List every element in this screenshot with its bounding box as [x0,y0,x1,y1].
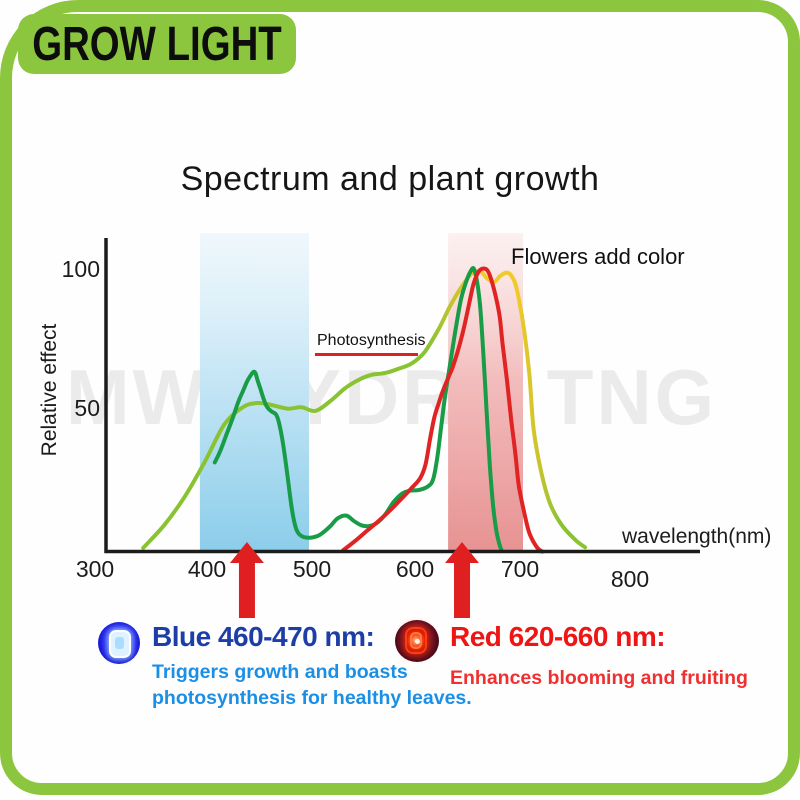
y-axis-label: Relative effect [38,323,61,457]
blue-heading: Blue 460-470 nm: [152,621,375,652]
blue-absorption-curve [212,266,504,553]
photosynthesis-underline [315,353,418,356]
photosynthesis-action-spectrum-curve [141,268,588,550]
blue-description-line1: Triggers growth and boasts [152,661,408,683]
blue-led-chip [109,630,131,658]
red-description: Enhances blooming and fruiting [450,667,748,689]
chart-axes [104,238,700,554]
up-arrow-442nm [229,542,264,618]
blue-description-line2: photosynthesis for healthy leaves. [152,686,472,709]
red-heading: Red 620-660 nm: [450,621,666,652]
watermark: MW HYDRO TNG [66,353,717,441]
flowers-add-color-label: Flowers add color [511,244,685,269]
blue-description: Triggers growth and boasts photosynthesi… [152,660,472,711]
brand-title: GROW LIGHT [32,17,282,71]
x-axis-label: wavelength(nm) [622,525,772,548]
y-tick-50: 50 [74,395,100,421]
x-tick-400: 400 [187,556,227,582]
red-led-icon [395,620,439,662]
red-led-dot [415,639,420,644]
red-led-chip [405,627,427,654]
wavelength-arrows-group [229,542,480,618]
x-tick-800: 800 [610,566,650,592]
photosynthesis-label: Photosynthesis [317,332,426,349]
spectrum-curves-group [141,266,588,554]
brand-badge: GROW LIGHT [18,14,296,74]
x-tick-600: 600 [395,556,435,582]
red-absorption-curve [341,266,545,554]
up-arrow-643nm [445,542,480,618]
x-tick-500: 500 [292,556,332,582]
chart-title: Spectrum and plant growth [180,160,600,198]
x-tick-300: 300 [75,556,115,582]
red-led-ring [410,632,422,649]
blue-led-icon [98,622,140,664]
y-tick-100: 100 [61,256,100,282]
x-tick-700: 700 [500,556,540,582]
